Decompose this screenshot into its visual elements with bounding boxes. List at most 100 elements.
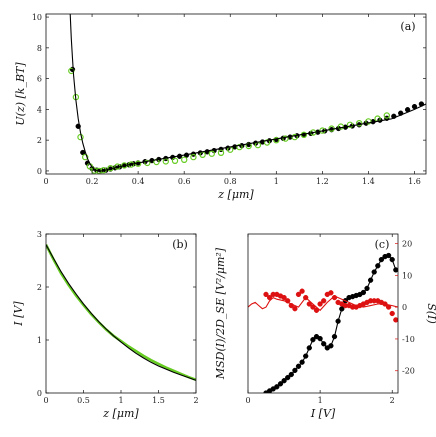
data-point	[217, 149, 225, 156]
panel-c: 0 1 2 -20 -10 0 10 20 (c) I [V] MSD(I)/2D_SE [V²/μ…	[214, 233, 436, 420]
data-point	[317, 301, 323, 307]
series-line	[265, 254, 397, 393]
panel-b: 0 0.5 1 1.5 2 0 1 2 3 (b) z [μm] I [V]	[12, 230, 199, 420]
series-line	[69, 14, 426, 172]
y-tick-label: 0	[37, 167, 42, 176]
data-point	[356, 119, 363, 127]
y-tick-label: 3	[37, 230, 42, 239]
data-point	[306, 301, 312, 307]
data-point	[393, 317, 398, 323]
y-tick-label: 6	[37, 75, 42, 84]
data-point	[365, 118, 372, 125]
x-tick-label: 1	[318, 396, 323, 405]
x-axis-label: I [V]	[310, 407, 336, 420]
y-tick-label: 4	[37, 105, 42, 114]
x-tick-label: 1	[274, 177, 279, 186]
data-point	[389, 310, 395, 317]
series-line	[46, 244, 196, 381]
x-tick-label: 1.6	[408, 177, 421, 186]
data-point	[292, 367, 298, 374]
data-point	[328, 343, 334, 349]
data-point	[360, 289, 367, 296]
y-tick-label: 2	[37, 136, 42, 145]
data-point	[393, 267, 398, 273]
series-1	[68, 67, 390, 174]
plot-area	[248, 252, 398, 393]
data-point	[281, 378, 287, 384]
data-point	[321, 341, 327, 347]
x-tick-label: 0.8	[224, 177, 237, 186]
x-tick-label: 2	[193, 396, 198, 405]
data-point	[385, 252, 392, 259]
x-tick-label: 0	[43, 177, 48, 186]
y-right-tick-label: -20	[402, 367, 415, 376]
x-tick-label: 2	[390, 396, 395, 405]
data-point	[282, 135, 289, 142]
data-point	[317, 335, 323, 342]
data-point	[371, 269, 377, 275]
data-point	[180, 156, 188, 163]
plot-frame	[247, 233, 399, 394]
data-point	[313, 307, 320, 313]
x-tick-label: 1	[118, 396, 123, 405]
series-1	[263, 288, 398, 323]
data-point	[303, 353, 309, 359]
y-right-tick-label: 0	[402, 303, 407, 312]
series-1	[46, 244, 196, 381]
x-tick-label: 0.5	[77, 396, 90, 405]
data-point	[321, 298, 327, 304]
data-point	[299, 359, 305, 365]
data-point	[263, 139, 271, 146]
x-tick-label: 1.4	[362, 177, 375, 186]
y-tick-label: 10	[32, 13, 42, 22]
y-tick-label: 8	[37, 44, 42, 53]
panel-label: (c)	[375, 238, 390, 251]
data-point	[273, 136, 280, 144]
data-point	[299, 288, 305, 294]
x-axis-label: z [μm]	[217, 188, 254, 201]
data-point	[295, 291, 302, 298]
data-point	[171, 157, 179, 164]
y-axis-label: MSD(I)/2D_SE [V²/μm²]	[214, 247, 227, 380]
y-right-tick-label: 20	[402, 240, 412, 249]
series-2	[248, 295, 398, 312]
data-point	[277, 381, 284, 387]
x-tick-label: 0.2	[86, 177, 99, 186]
y-tick-label: 0	[37, 389, 42, 398]
data-point	[367, 277, 374, 283]
panel-label: (b)	[172, 238, 188, 251]
data-point	[274, 384, 280, 390]
series-2	[69, 14, 426, 172]
data-point	[285, 374, 291, 381]
plot-frame	[45, 233, 197, 394]
series-line	[46, 244, 196, 382]
y-right-axis-label: S(I)	[425, 303, 436, 323]
data-point	[378, 256, 385, 263]
data-point	[306, 345, 312, 351]
y-tick-label: 2	[37, 283, 42, 292]
y-tick-label: 1	[37, 336, 42, 345]
data-point	[375, 263, 381, 269]
data-point	[162, 158, 169, 165]
data-point	[291, 133, 298, 141]
plot-area	[68, 14, 426, 174]
series-0	[46, 244, 196, 382]
data-point	[266, 294, 273, 301]
data-point	[81, 153, 89, 161]
panel-a: 0 0.2 0.4 0.6 0.8 1 1.2 1.4 1.6 0 2 4 6 8 10 (a) z [μm] U…	[14, 13, 427, 201]
data-point	[208, 150, 215, 157]
data-point	[292, 306, 298, 312]
data-point	[383, 112, 390, 119]
x-axis-label: z [μm]	[102, 407, 139, 420]
data-point	[144, 159, 151, 167]
data-point	[331, 333, 338, 340]
y-axis-label: I [V]	[12, 301, 25, 327]
data-point	[364, 285, 370, 292]
data-point	[337, 123, 344, 130]
plot-frame	[45, 13, 427, 175]
data-point	[263, 291, 269, 298]
data-point	[288, 371, 294, 378]
data-point	[190, 153, 197, 161]
y-right-tick-label: -10	[402, 335, 415, 344]
